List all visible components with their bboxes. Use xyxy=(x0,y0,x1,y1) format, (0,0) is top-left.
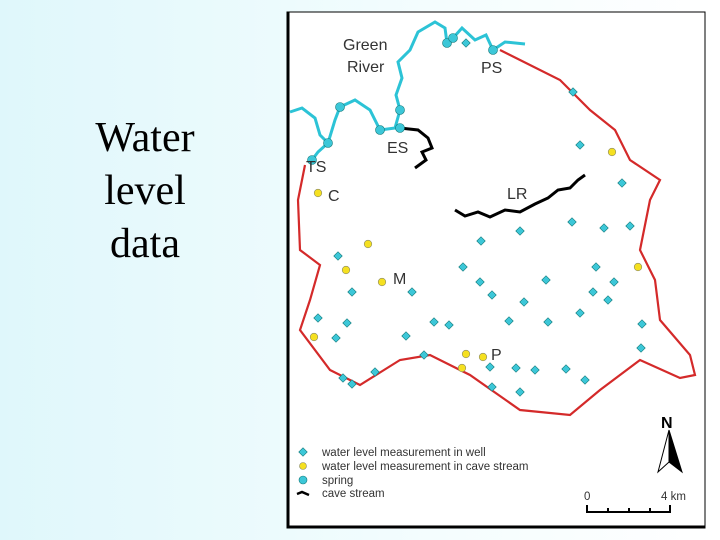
spring xyxy=(395,105,405,115)
well xyxy=(603,295,613,305)
well xyxy=(561,364,571,374)
river-label: River xyxy=(347,59,385,76)
well xyxy=(370,367,380,377)
legend-text: water level measurement in well xyxy=(321,447,486,459)
cave-stream-point xyxy=(341,265,351,275)
site-label: M xyxy=(393,271,406,288)
well xyxy=(347,379,357,389)
well xyxy=(476,236,486,246)
cave-stream-point xyxy=(363,239,373,249)
well xyxy=(419,350,429,360)
title-line: level xyxy=(104,168,186,214)
spring xyxy=(323,138,333,148)
legend-stream xyxy=(296,490,310,497)
spring xyxy=(488,45,498,55)
legend-cave xyxy=(299,462,307,470)
well xyxy=(313,313,323,323)
site-label: TS xyxy=(306,159,326,176)
site-label: PS xyxy=(481,60,502,77)
well xyxy=(338,373,348,383)
well xyxy=(333,251,343,261)
well xyxy=(429,317,439,327)
well xyxy=(475,277,485,287)
well xyxy=(504,316,514,326)
well xyxy=(636,343,646,353)
well xyxy=(580,375,590,385)
well xyxy=(568,87,578,97)
well xyxy=(541,275,551,285)
well xyxy=(588,287,598,297)
scale-bar xyxy=(586,505,671,513)
well xyxy=(599,223,609,233)
well xyxy=(342,318,352,328)
legend-text: water level measurement in cave stream xyxy=(321,461,528,473)
well xyxy=(519,297,529,307)
well xyxy=(609,277,619,287)
cave-stream xyxy=(399,126,434,170)
cave-stream-point xyxy=(309,332,319,342)
cave-stream-point xyxy=(633,262,643,272)
site-label: C xyxy=(328,188,340,205)
well xyxy=(458,262,468,272)
cave-stream-point xyxy=(607,147,617,157)
cave-stream-point xyxy=(313,188,323,198)
well xyxy=(461,38,471,48)
title-line: data xyxy=(110,221,180,267)
cave-stream-point xyxy=(461,349,471,359)
well xyxy=(511,363,521,373)
well xyxy=(625,221,635,231)
well xyxy=(444,320,454,330)
well xyxy=(347,287,357,297)
cave-stream-point xyxy=(377,277,387,287)
cave-stream-point xyxy=(457,363,467,373)
well xyxy=(407,287,417,297)
legend-spring xyxy=(298,475,308,485)
well xyxy=(637,319,647,329)
cave-stream xyxy=(454,173,586,219)
site-label: P xyxy=(491,347,502,364)
scale-label: 4 km xyxy=(661,491,686,503)
cave-stream-point xyxy=(478,352,488,362)
well xyxy=(617,178,627,188)
legend-text: cave stream xyxy=(322,488,385,500)
site-label: ES xyxy=(387,140,408,157)
spring xyxy=(307,155,317,165)
well xyxy=(575,308,585,318)
legend-well xyxy=(298,447,308,457)
spring xyxy=(448,33,458,43)
title-line: Water xyxy=(95,115,195,161)
north-arrow xyxy=(668,429,683,474)
well xyxy=(515,226,525,236)
boundary xyxy=(296,49,697,417)
well xyxy=(575,140,585,150)
well xyxy=(515,387,525,397)
river xyxy=(289,20,526,161)
well xyxy=(543,317,553,327)
well xyxy=(331,333,341,343)
well xyxy=(487,382,497,392)
north-label: N xyxy=(661,415,673,432)
site-label: LR xyxy=(507,186,527,203)
spring xyxy=(335,102,345,112)
well xyxy=(530,365,540,375)
well xyxy=(567,217,577,227)
well xyxy=(591,262,601,272)
well xyxy=(485,362,495,372)
river-label: Green xyxy=(343,37,387,54)
slide-title: Water level data xyxy=(60,112,230,271)
points xyxy=(307,33,647,397)
spring xyxy=(375,125,385,135)
legend-text: spring xyxy=(322,475,353,487)
well xyxy=(401,331,411,341)
well xyxy=(487,290,497,300)
spring xyxy=(395,123,405,133)
scale-label: 0 xyxy=(584,491,590,503)
